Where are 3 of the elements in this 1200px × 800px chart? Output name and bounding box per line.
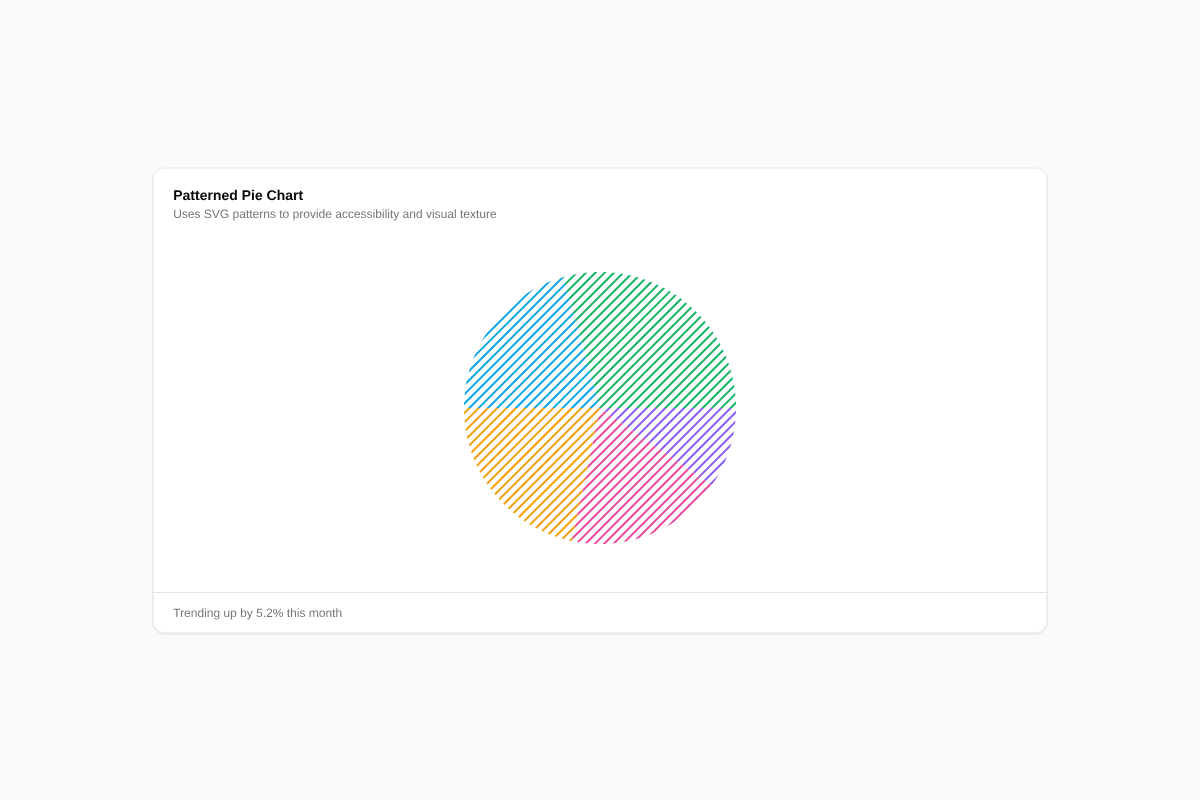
text: Trending up by 5.2% this month: [173, 608, 342, 620]
text: Uses SVG patterns to provide accessibility and visual texture: [174, 209, 497, 221]
text: Patterned Pie Chart: [174, 189, 303, 201]
